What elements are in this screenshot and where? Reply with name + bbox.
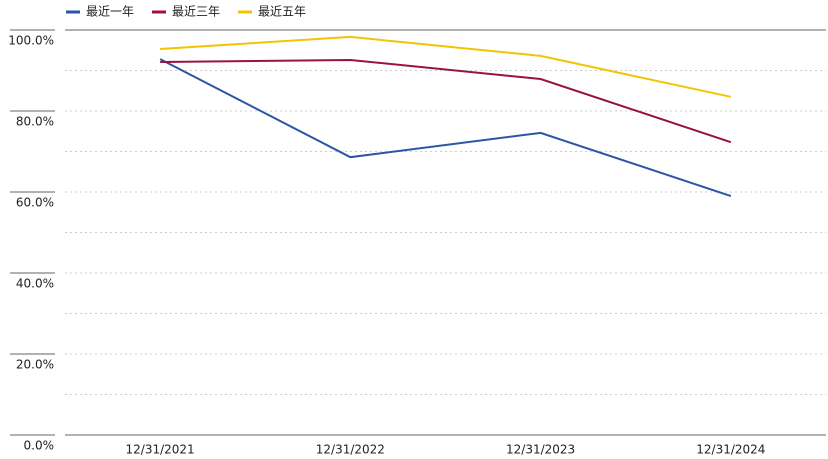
x-tick-label: 12/31/2023: [506, 443, 575, 457]
y-tick-label: 100.0%: [8, 34, 54, 48]
y-tick-label: 60.0%: [16, 196, 54, 210]
x-tick-label: 12/31/2024: [696, 443, 765, 457]
x-tick-label: 12/31/2022: [316, 443, 385, 457]
y-tick-label: 40.0%: [16, 277, 54, 291]
y-tick-label: 80.0%: [16, 115, 54, 129]
legend-label: 最近五年: [258, 5, 306, 19]
legend-label: 最近三年: [172, 5, 220, 19]
series-line: [160, 35, 732, 98]
series-line: [159, 58, 732, 197]
legend-label: 最近一年: [86, 5, 134, 19]
series-line: [160, 58, 732, 144]
y-tick-label: 20.0%: [16, 358, 54, 372]
x-tick-label: 12/31/2021: [126, 443, 195, 457]
y-tick-label: 0.0%: [24, 439, 55, 453]
